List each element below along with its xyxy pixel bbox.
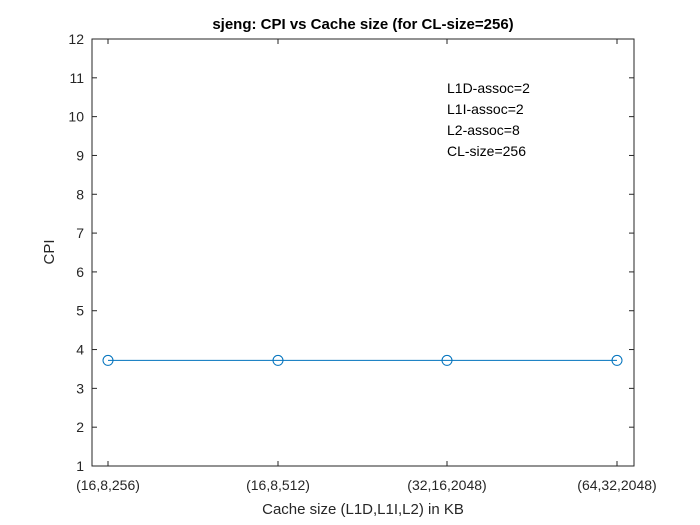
x-tick-label: (32,16,2048) — [407, 477, 486, 493]
series-group — [102, 354, 623, 366]
y-tick-label: 10 — [68, 109, 84, 125]
y-tick-label: 11 — [69, 70, 84, 86]
x-tick-label: (64,32,2048) — [577, 477, 656, 493]
y-tick-label: 8 — [76, 186, 84, 202]
data-point — [272, 354, 284, 366]
y-tick-label: 9 — [76, 147, 84, 163]
y-tick-label: 1 — [76, 458, 84, 474]
y-tick-label: 5 — [76, 303, 84, 319]
annotation-line: CL-size=256 — [447, 143, 526, 159]
plot-area — [91, 38, 635, 467]
annotation-line: L2-assoc=8 — [447, 122, 520, 138]
data-point — [611, 354, 623, 366]
y-tick-label: 2 — [76, 419, 84, 435]
annotation-line: L1I-assoc=2 — [447, 101, 524, 117]
annotation-line: L1D-assoc=2 — [447, 80, 530, 96]
y-axis-label: CPI — [41, 239, 58, 264]
y-tick-label: 6 — [76, 264, 84, 280]
y-tick-label: 3 — [76, 380, 84, 396]
x-tick-label: (16,8,256) — [76, 477, 140, 493]
annotation-box: L1D-assoc=2 L1I-assoc=2 L2-assoc=8 CL-si… — [447, 80, 530, 159]
x-axis-label: Cache size (L1D,L1I,L2) in KB — [262, 501, 464, 518]
x-tick-label: (16,8,512) — [246, 477, 310, 493]
data-point — [102, 354, 114, 366]
chart-title: sjeng: CPI vs Cache size (for CL-size=25… — [212, 16, 513, 33]
y-tick-label: 12 — [68, 31, 84, 47]
y-tick-label: 7 — [76, 225, 84, 241]
y-tick-label: 4 — [76, 342, 84, 358]
data-point — [441, 354, 453, 366]
